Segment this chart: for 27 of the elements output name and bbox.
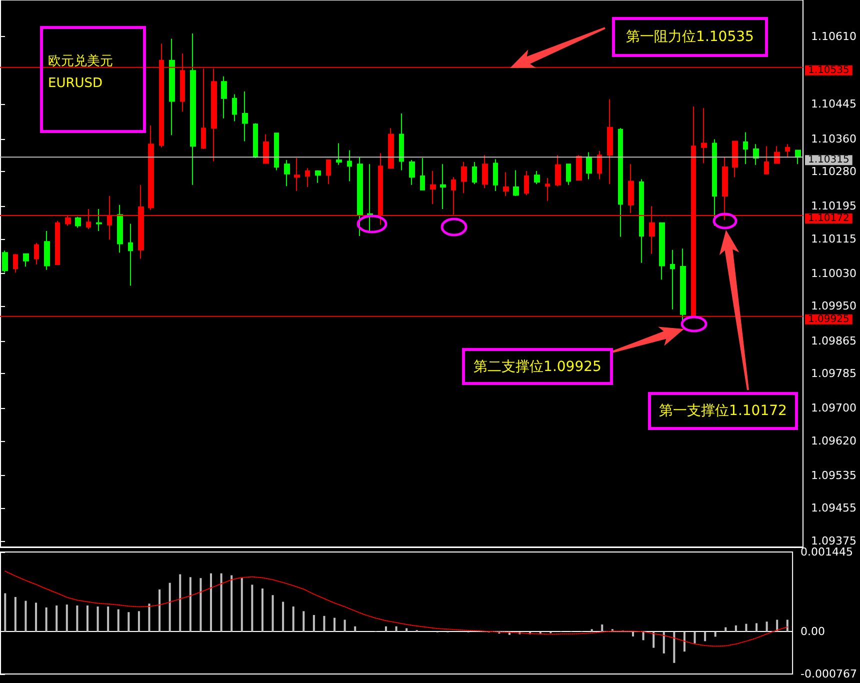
y-tick-label: -0.000767 xyxy=(800,668,858,680)
y-tick-label: 1.10195 xyxy=(811,200,856,213)
ref-line-label: 1.10535 xyxy=(808,64,850,76)
y-tick-label: 0.001445 xyxy=(800,546,854,558)
annotation: 第二支撑位1.09925 xyxy=(462,348,613,385)
y-tick-label: 1.09375 xyxy=(811,534,856,548)
annotation: 欧元兑美元 xyxy=(48,53,113,70)
y-tick-label: 0.00 xyxy=(800,625,826,638)
annotation: 第一阻力位1.10535 xyxy=(612,17,768,57)
y-tick-label: 1.09950 xyxy=(811,300,856,313)
ref-line-label: 1.10315 xyxy=(808,154,850,166)
ref-line-label: 1.09925 xyxy=(808,314,850,325)
y-tick-label: 1.09785 xyxy=(811,367,856,380)
y-tick-label: 1.10445 xyxy=(811,98,856,111)
y-tick-label: 1.09700 xyxy=(811,402,856,415)
y-tick-label: 1.09620 xyxy=(811,434,856,448)
y-tick-label: 1.10610 xyxy=(811,30,856,44)
y-tick-label: 1.10360 xyxy=(811,132,856,146)
annotation: EURUSD xyxy=(48,76,103,91)
y-tick-label: 1.10115 xyxy=(811,232,856,246)
y-tick-label: 1.09455 xyxy=(811,502,856,515)
annotation: 第一支撑位1.10172 xyxy=(648,392,798,430)
y-tick-label: 1.10030 xyxy=(811,267,856,280)
ref-line-label: 1.10172 xyxy=(808,213,850,224)
y-tick-label: 1.09535 xyxy=(811,469,856,482)
y-tick-label: 1.09865 xyxy=(811,334,856,348)
y-tick-label: 1.10280 xyxy=(811,164,856,178)
